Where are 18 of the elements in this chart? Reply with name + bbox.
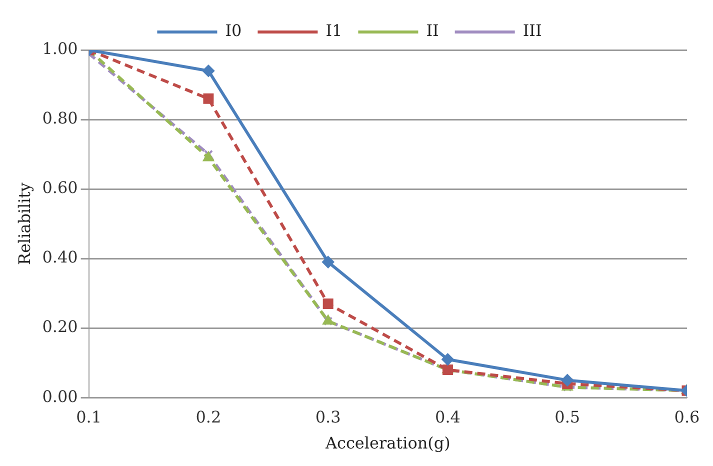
legend-label: I0	[225, 21, 242, 40]
x-tick-label: 0.1	[76, 407, 102, 426]
legend-label: I1	[326, 21, 342, 40]
x-axis-title: Acceleration(g)	[324, 434, 450, 453]
x-tick-label: 0.2	[196, 407, 222, 426]
legend-label: III	[522, 21, 542, 40]
y-tick-label: 0.80	[42, 108, 78, 128]
y-axis-title: Reliability	[14, 182, 34, 265]
legend-label: II	[426, 21, 439, 40]
y-tick-label: 1.00	[42, 39, 78, 58]
y-tick-label: 0.40	[42, 248, 78, 267]
x-tick-label: 0.3	[315, 407, 341, 426]
x-tick-label: 0.4	[435, 407, 460, 426]
y-tick-label: 0.20	[42, 317, 78, 336]
x-tick-label: 0.6	[674, 407, 700, 426]
x-tick-label: 0.5	[554, 407, 580, 426]
y-tick-label: 0.60	[42, 178, 78, 198]
y-tick-label: 0.00	[42, 386, 78, 406]
